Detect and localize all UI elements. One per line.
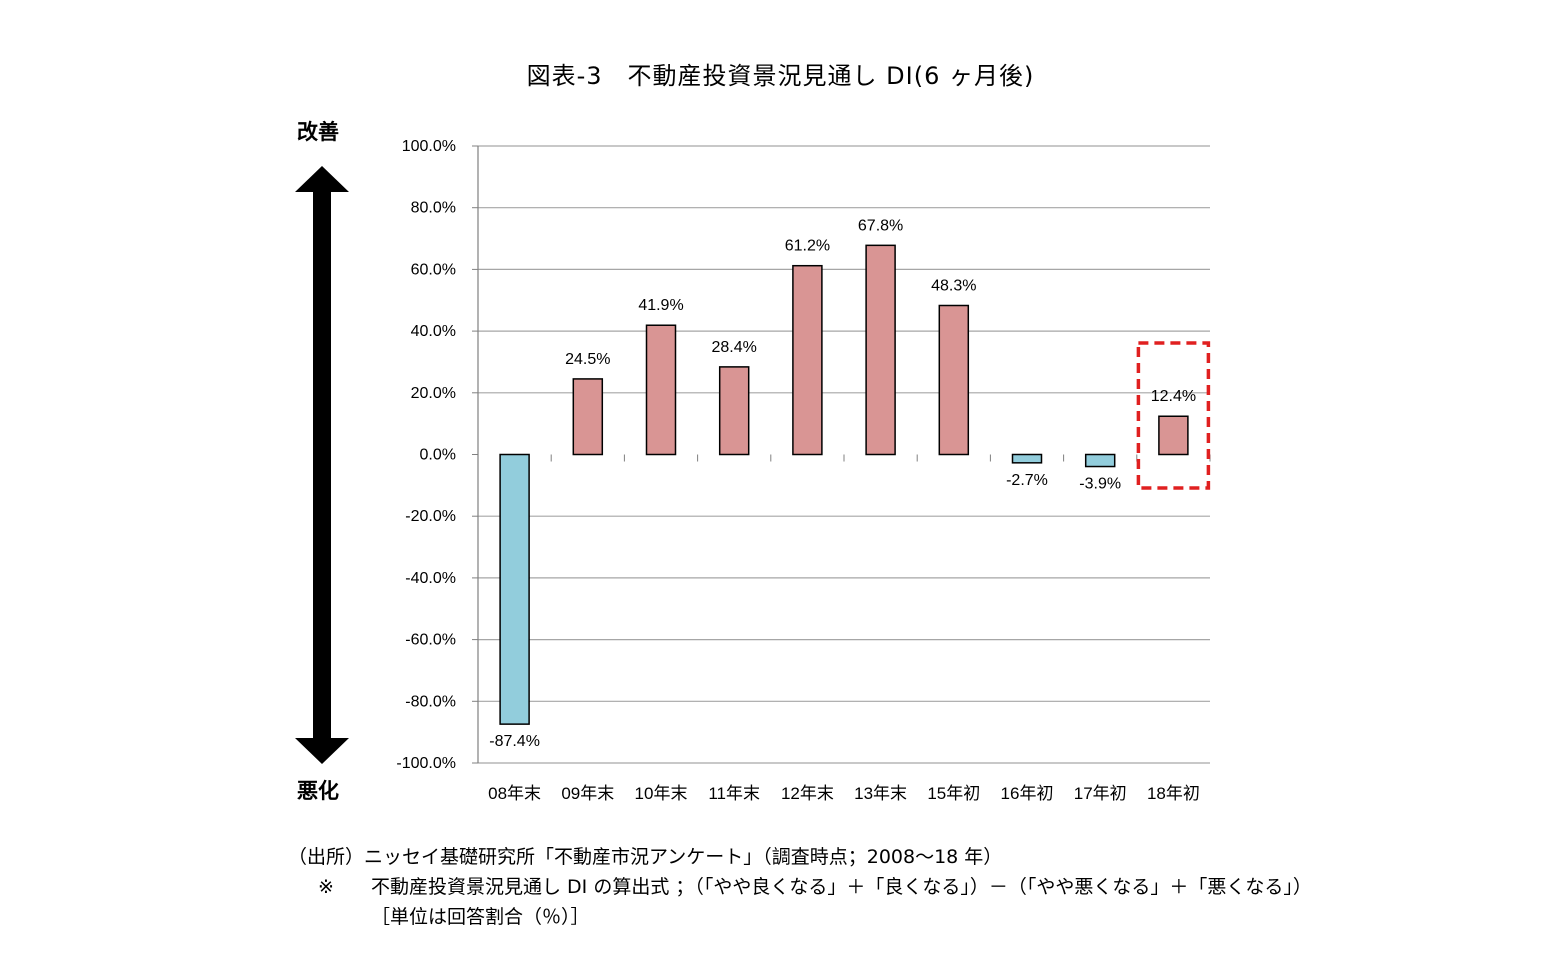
x-tick-label: 12年末 bbox=[781, 784, 834, 803]
data-label: 48.3% bbox=[931, 277, 976, 294]
y-tick-label: 80.0% bbox=[411, 200, 456, 217]
bar-08年末 bbox=[499, 453, 530, 725]
unit-note: ［単位は回答割合（％）］ bbox=[371, 906, 590, 928]
x-tick-label: 08年末 bbox=[488, 784, 541, 803]
x-tick-label: 13年末 bbox=[854, 784, 907, 803]
data-label: -87.4% bbox=[489, 733, 540, 750]
data-label: 24.5% bbox=[565, 351, 610, 368]
note-mark: ※ bbox=[318, 876, 334, 898]
data-label: -2.7% bbox=[1006, 472, 1048, 489]
axis-label-improve: 改善 bbox=[297, 120, 339, 144]
source-note: （出所）ニッセイ基礎研究所「不動産市況アンケート」（調査時点；2008～18 年… bbox=[288, 846, 1003, 868]
bar-16年初 bbox=[1011, 453, 1043, 464]
y-tick-label: 100.0% bbox=[402, 138, 456, 155]
axis-label-worsen: 悪化 bbox=[297, 779, 339, 803]
y-tick-label: -80.0% bbox=[405, 693, 456, 710]
data-label: 41.9% bbox=[638, 297, 683, 314]
bar-13年末 bbox=[865, 244, 896, 456]
y-tick-label: 40.0% bbox=[411, 323, 456, 340]
chart-title: 図表-3 不動産投資景況見通し DI(6 ヶ月後) bbox=[526, 62, 1035, 90]
y-tick-label: -40.0% bbox=[405, 570, 456, 587]
y-tick-label: 0.0% bbox=[420, 447, 456, 464]
data-label: 12.4% bbox=[1151, 388, 1196, 405]
highlight-box-18年初 bbox=[1136, 341, 1211, 490]
bar-18年初 bbox=[1158, 415, 1189, 456]
y-tick-label: 60.0% bbox=[411, 261, 456, 278]
bar-10年末 bbox=[645, 324, 677, 456]
formula-text: 不動産投資景況見通し DI の算出式 ；（「やや良くなる」＋「良くなる」）－（「… bbox=[371, 876, 1312, 898]
x-tick-labels: 08年末 09年末 10年末 11年末 12年末 13年末 15年初 16年初 17年初 18年初 bbox=[488, 784, 1200, 803]
data-label: 67.8% bbox=[858, 217, 903, 234]
x-tick-label: 18年初 bbox=[1147, 784, 1200, 803]
bar-17年初 bbox=[1084, 453, 1116, 468]
footnotes: （出所）ニッセイ基礎研究所「不動産市況アンケート」（調査時点；2008～18 年… bbox=[288, 842, 1312, 932]
data-labels: -87.4% 24.5% 41.9% 28.4% 61.2% 67.8% 48.3% -2.7… bbox=[489, 217, 1196, 750]
x-tick-label: 11年末 bbox=[708, 784, 760, 803]
bar-12年末 bbox=[792, 264, 823, 456]
bar-11年末 bbox=[718, 366, 750, 456]
data-label: 61.2% bbox=[785, 238, 830, 255]
x-tick-label: 10年末 bbox=[635, 784, 688, 803]
data-label: -3.9% bbox=[1079, 476, 1121, 493]
highlight-box bbox=[1136, 341, 1211, 490]
formula-note: ※ 不動産投資景況見通し DI の算出式 ；（「やや良くなる」＋「良くなる」）－（… bbox=[288, 872, 1312, 902]
y-tick-label: -60.0% bbox=[405, 632, 456, 649]
x-tick-label: 17年初 bbox=[1074, 784, 1127, 803]
direction-arrow-icon bbox=[295, 166, 349, 764]
gridlines bbox=[472, 145, 1211, 764]
x-tick-label: 09年末 bbox=[561, 784, 614, 803]
bars bbox=[499, 244, 1189, 725]
data-label: 28.4% bbox=[712, 339, 757, 356]
x-tick-label: 15年初 bbox=[927, 784, 980, 803]
y-tick-label: -20.0% bbox=[405, 508, 456, 525]
bar-09年末 bbox=[572, 378, 604, 456]
y-tick-label: -100.0% bbox=[396, 755, 456, 772]
y-tick-labels: 100.0% 80.0% 60.0% 40.0% 20.0% 0.0% -20.0% -40.… bbox=[396, 138, 456, 772]
y-tick-label: 20.0% bbox=[411, 385, 456, 402]
bar-15年初 bbox=[938, 304, 970, 456]
x-tick-label: 16年初 bbox=[1001, 784, 1054, 803]
